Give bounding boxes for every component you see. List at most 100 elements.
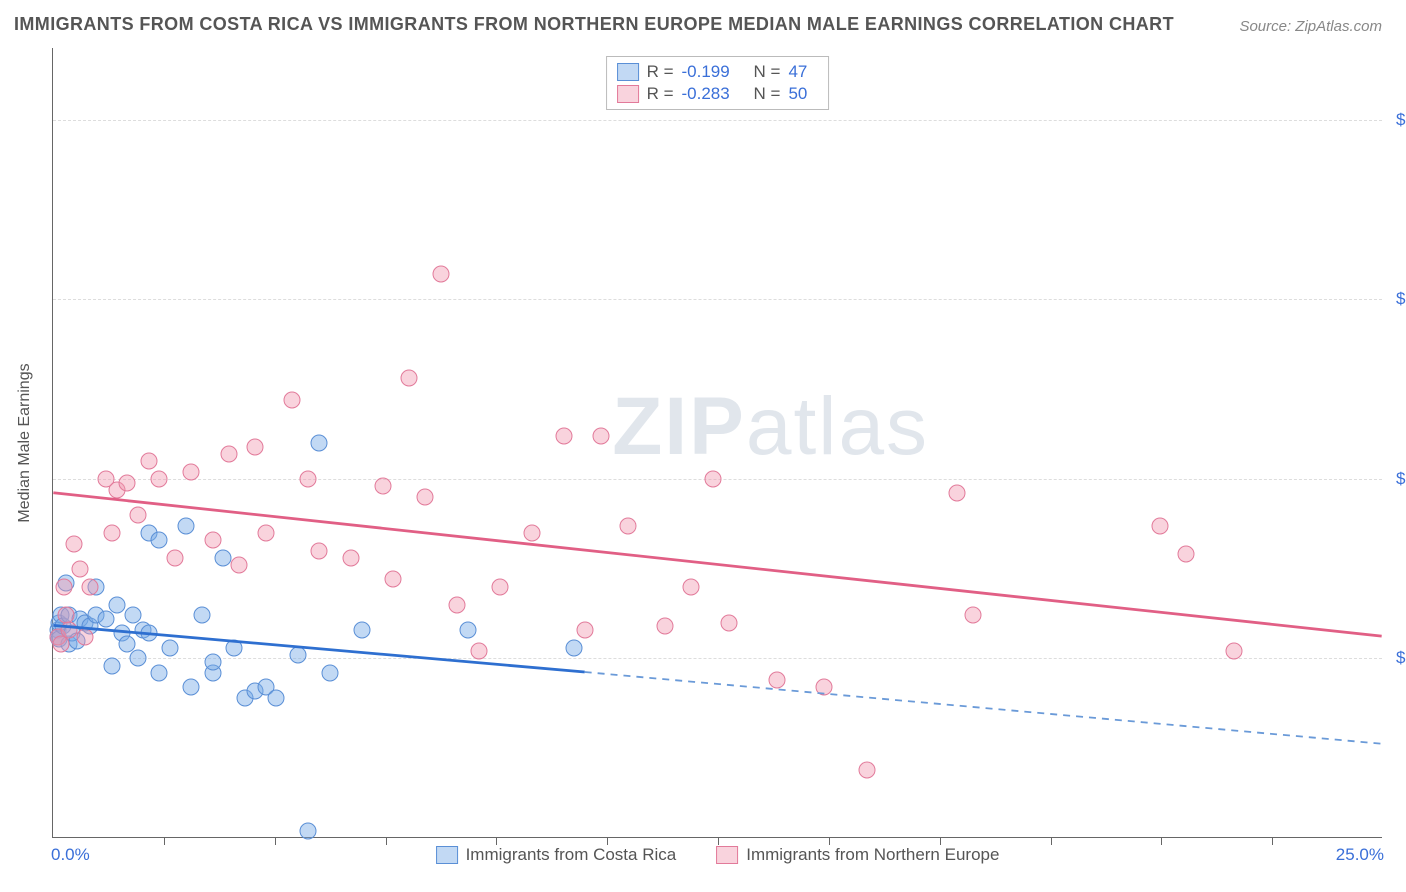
gridline xyxy=(53,120,1382,121)
data-point-northern_europe xyxy=(231,557,248,574)
data-point-northern_europe xyxy=(417,488,434,505)
scatter-plot-area: Median Male Earnings $50,000$100,000$150… xyxy=(52,48,1382,838)
data-point-northern_europe xyxy=(1151,517,1168,534)
data-point-costa_rica xyxy=(300,822,317,839)
x-tick xyxy=(1272,837,1273,845)
data-point-northern_europe xyxy=(71,560,88,577)
data-point-northern_europe xyxy=(816,679,833,696)
data-point-costa_rica xyxy=(204,654,221,671)
x-axis-max-label: 25.0% xyxy=(1336,845,1384,865)
data-point-costa_rica xyxy=(566,639,583,656)
y-tick-label: $150,000 xyxy=(1384,289,1406,309)
x-tick xyxy=(386,837,387,845)
data-point-costa_rica xyxy=(183,679,200,696)
source-attribution: Source: ZipAtlas.com xyxy=(1239,18,1382,35)
data-point-costa_rica xyxy=(353,621,370,638)
data-point-northern_europe xyxy=(284,391,301,408)
data-point-northern_europe xyxy=(449,596,466,613)
data-point-northern_europe xyxy=(1178,546,1195,563)
data-point-northern_europe xyxy=(401,370,418,387)
data-point-northern_europe xyxy=(151,470,168,487)
data-point-northern_europe xyxy=(103,524,120,541)
correlation-legend: R = -0.199 N = 47 R = -0.283 N = 50 xyxy=(606,56,830,110)
y-tick-label: $100,000 xyxy=(1384,469,1406,489)
x-tick xyxy=(1161,837,1162,845)
data-point-northern_europe xyxy=(247,438,264,455)
x-tick xyxy=(275,837,276,845)
x-tick xyxy=(164,837,165,845)
data-point-northern_europe xyxy=(76,628,93,645)
data-point-northern_europe xyxy=(60,621,77,638)
data-point-northern_europe xyxy=(592,427,609,444)
data-point-costa_rica xyxy=(215,549,232,566)
data-point-costa_rica xyxy=(225,639,242,656)
data-point-costa_rica xyxy=(178,517,195,534)
x-tick xyxy=(718,837,719,845)
series-legend: Immigrants from Costa Rica Immigrants fr… xyxy=(436,845,1000,865)
data-point-northern_europe xyxy=(555,427,572,444)
data-point-northern_europe xyxy=(374,478,391,495)
y-tick-label: $200,000 xyxy=(1384,110,1406,130)
data-point-costa_rica xyxy=(151,531,168,548)
data-point-costa_rica xyxy=(321,664,338,681)
data-point-costa_rica xyxy=(98,610,115,627)
data-point-northern_europe xyxy=(470,643,487,660)
data-point-costa_rica xyxy=(130,650,147,667)
y-tick-label: $50,000 xyxy=(1384,648,1406,668)
data-point-northern_europe xyxy=(491,578,508,595)
x-axis-min-label: 0.0% xyxy=(51,845,90,865)
data-point-northern_europe xyxy=(311,542,328,559)
data-point-northern_europe xyxy=(619,517,636,534)
data-point-northern_europe xyxy=(257,524,274,541)
data-point-northern_europe xyxy=(220,445,237,462)
data-point-costa_rica xyxy=(103,657,120,674)
data-point-northern_europe xyxy=(55,578,72,595)
data-point-costa_rica xyxy=(289,646,306,663)
legend-item-costa-rica: Immigrants from Costa Rica xyxy=(436,845,677,865)
swatch-costa-rica xyxy=(436,846,458,864)
legend-row-costa-rica: R = -0.199 N = 47 xyxy=(617,61,819,83)
data-point-northern_europe xyxy=(858,761,875,778)
data-point-northern_europe xyxy=(66,535,83,552)
gridline xyxy=(53,299,1382,300)
data-point-northern_europe xyxy=(300,470,317,487)
data-point-costa_rica xyxy=(311,435,328,452)
data-point-northern_europe xyxy=(704,470,721,487)
data-point-northern_europe xyxy=(167,549,184,566)
data-point-northern_europe xyxy=(768,672,785,689)
data-point-northern_europe xyxy=(183,463,200,480)
x-tick xyxy=(496,837,497,845)
data-point-costa_rica xyxy=(268,689,285,706)
x-tick xyxy=(607,837,608,845)
data-point-northern_europe xyxy=(385,571,402,588)
data-point-costa_rica xyxy=(108,596,125,613)
data-point-northern_europe xyxy=(523,524,540,541)
data-point-northern_europe xyxy=(965,607,982,624)
data-point-northern_europe xyxy=(656,618,673,635)
data-point-costa_rica xyxy=(140,625,157,642)
legend-row-northern-europe: R = -0.283 N = 50 xyxy=(617,83,819,105)
data-point-costa_rica xyxy=(151,664,168,681)
data-point-costa_rica xyxy=(193,607,210,624)
data-point-northern_europe xyxy=(720,614,737,631)
gridline xyxy=(53,658,1382,659)
data-point-costa_rica xyxy=(459,621,476,638)
data-point-northern_europe xyxy=(140,452,157,469)
swatch-northern-europe xyxy=(716,846,738,864)
watermark: ZIPatlas xyxy=(612,380,929,474)
data-point-northern_europe xyxy=(130,506,147,523)
x-tick xyxy=(940,837,941,845)
y-axis-label: Median Male Earnings xyxy=(16,363,34,522)
legend-item-northern-europe: Immigrants from Northern Europe xyxy=(716,845,999,865)
data-point-northern_europe xyxy=(204,531,221,548)
data-point-northern_europe xyxy=(342,549,359,566)
data-point-northern_europe xyxy=(949,485,966,502)
data-point-northern_europe xyxy=(433,266,450,283)
data-point-northern_europe xyxy=(683,578,700,595)
data-point-northern_europe xyxy=(119,474,136,491)
x-tick xyxy=(829,837,830,845)
chart-title: IMMIGRANTS FROM COSTA RICA VS IMMIGRANTS… xyxy=(14,14,1174,35)
data-point-costa_rica xyxy=(162,639,179,656)
data-point-northern_europe xyxy=(1226,643,1243,660)
swatch-costa-rica xyxy=(617,63,639,81)
